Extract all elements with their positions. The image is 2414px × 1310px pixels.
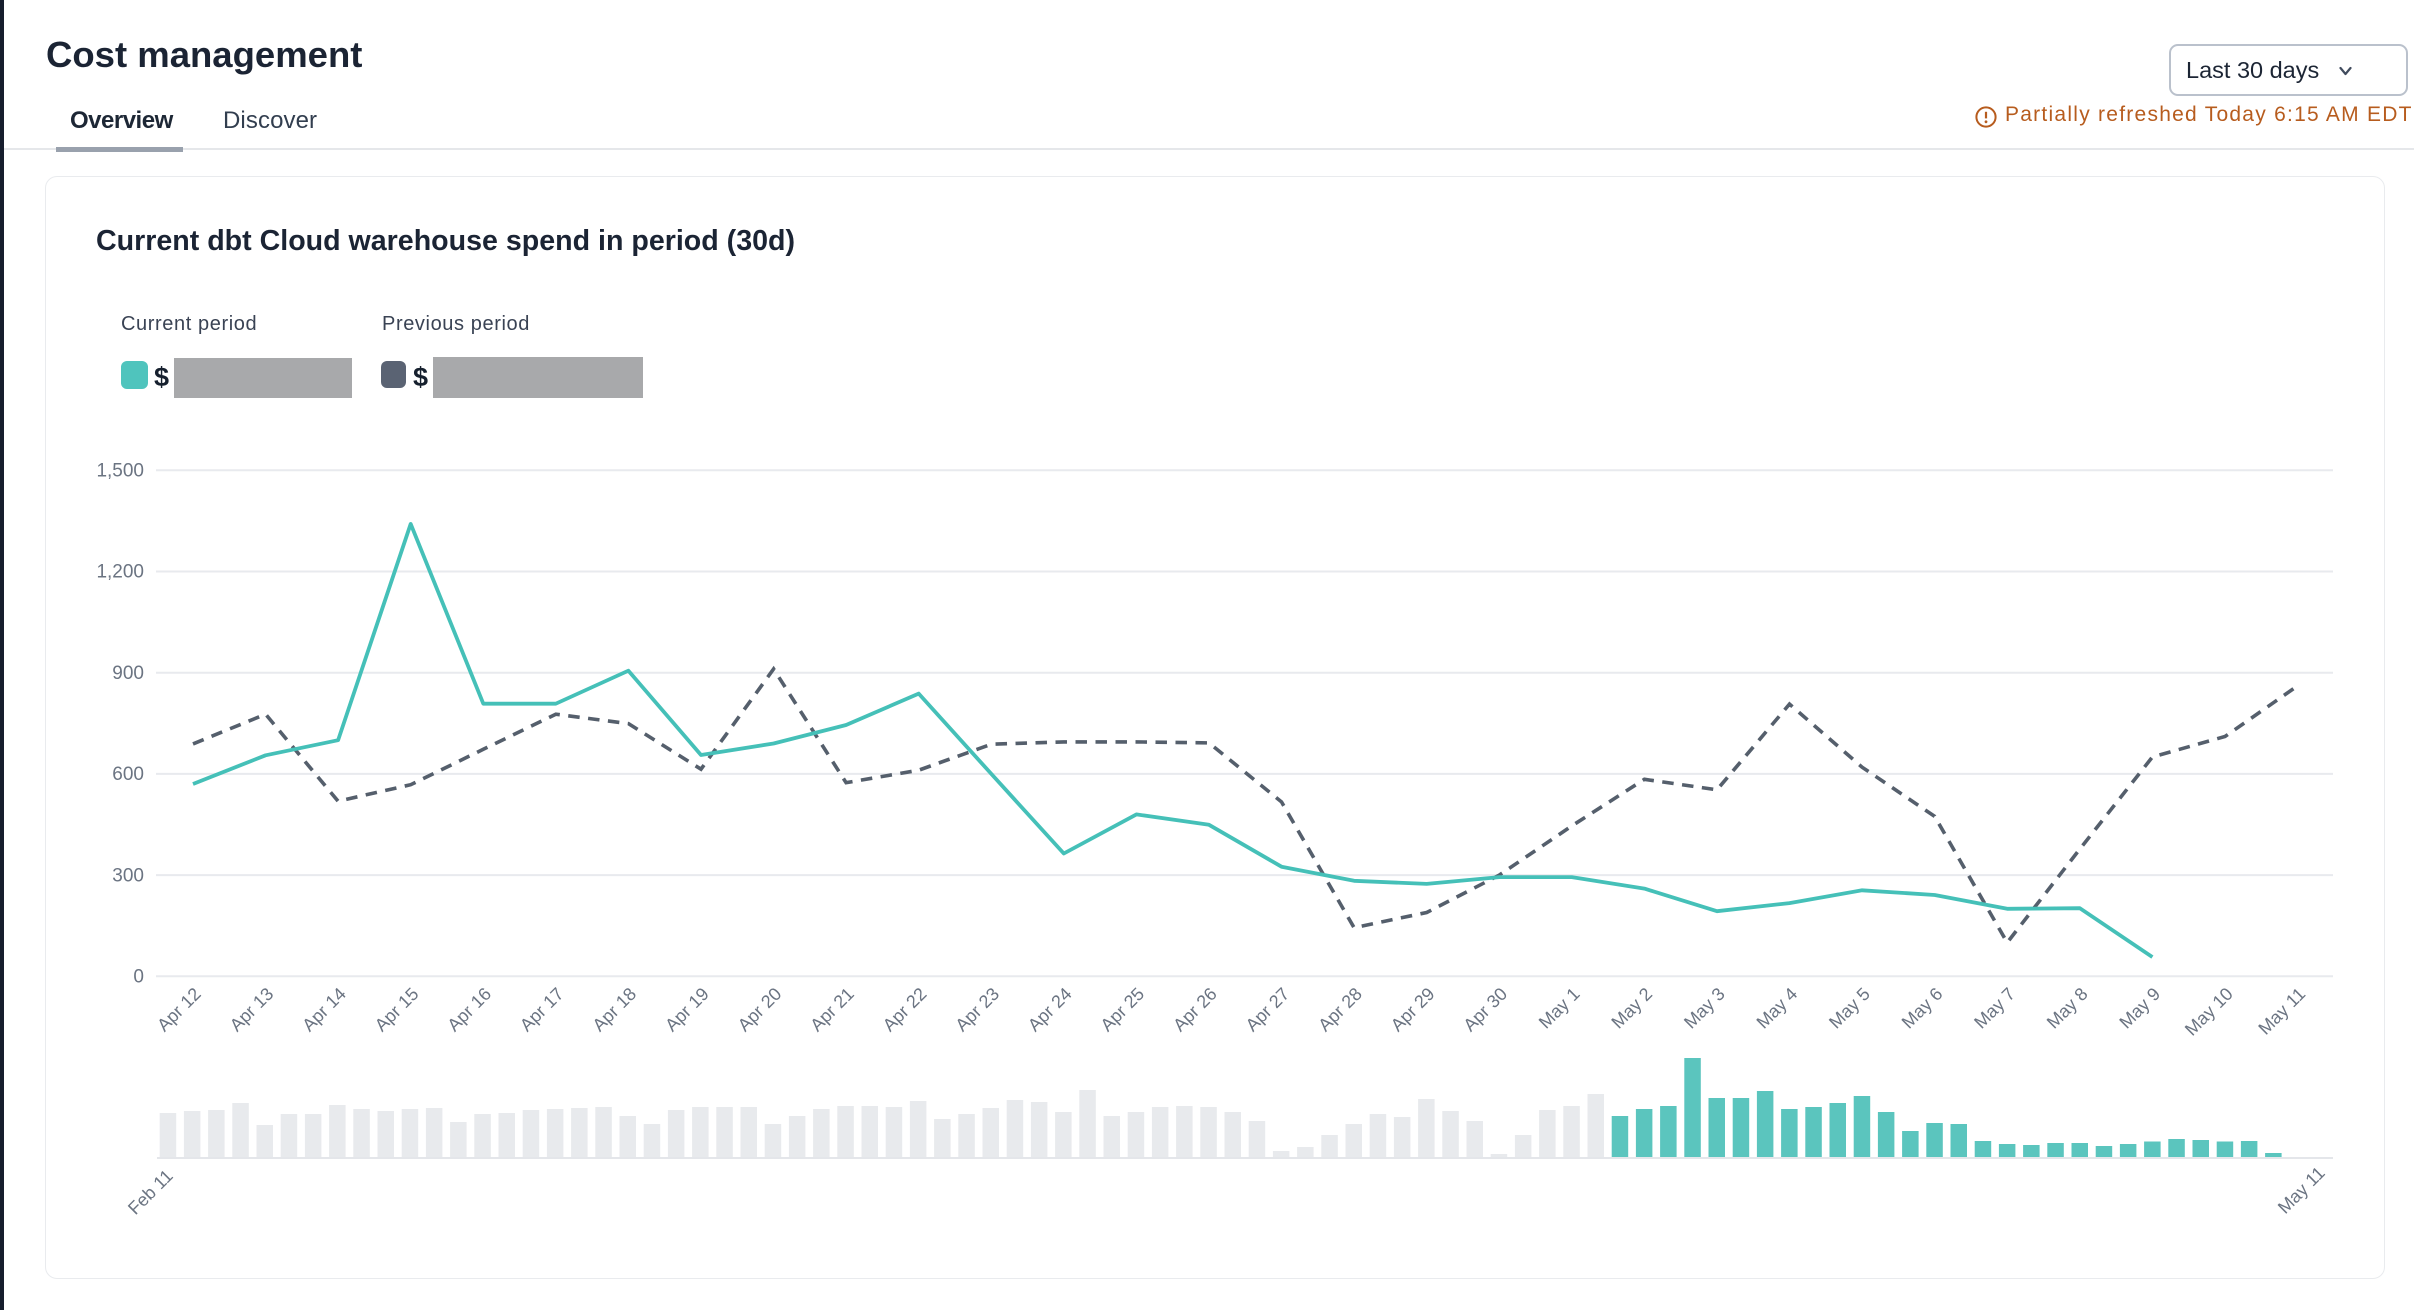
svg-text:Apr 17: Apr 17 <box>516 984 568 1036</box>
svg-text:Apr 19: Apr 19 <box>661 984 713 1036</box>
svg-text:May 11: May 11 <box>2254 984 2309 1039</box>
svg-text:May 5: May 5 <box>1825 984 1874 1033</box>
svg-text:May 1: May 1 <box>1535 984 1584 1033</box>
svg-text:May 10: May 10 <box>2181 984 2237 1040</box>
svg-text:Apr 21: Apr 21 <box>806 984 858 1036</box>
svg-text:1,500: 1,500 <box>96 461 144 482</box>
svg-text:300: 300 <box>112 865 144 886</box>
svg-text:Apr 23: Apr 23 <box>951 984 1003 1036</box>
svg-text:Apr 24: Apr 24 <box>1024 984 1076 1036</box>
svg-text:Apr 16: Apr 16 <box>443 984 495 1036</box>
svg-text:Apr 20: Apr 20 <box>734 984 786 1036</box>
svg-text:May 7: May 7 <box>1970 984 2019 1033</box>
svg-text:0: 0 <box>133 967 144 988</box>
svg-text:Apr 29: Apr 29 <box>1387 984 1439 1036</box>
svg-text:Apr 22: Apr 22 <box>879 984 931 1036</box>
svg-text:1,200: 1,200 <box>96 562 144 583</box>
svg-text:Apr 12: Apr 12 <box>153 984 205 1036</box>
svg-text:600: 600 <box>112 764 144 785</box>
svg-text:May 11: May 11 <box>2274 1163 2329 1218</box>
svg-text:May 2: May 2 <box>1607 984 1656 1033</box>
svg-text:May 9: May 9 <box>2115 984 2164 1033</box>
svg-text:Apr 30: Apr 30 <box>1459 984 1511 1036</box>
svg-text:900: 900 <box>112 663 144 684</box>
svg-text:Apr 26: Apr 26 <box>1169 984 1221 1036</box>
svg-text:Apr 28: Apr 28 <box>1314 984 1366 1036</box>
svg-text:Apr 15: Apr 15 <box>371 984 423 1036</box>
svg-text:May 6: May 6 <box>1898 984 1947 1033</box>
svg-text:Apr 27: Apr 27 <box>1242 984 1294 1036</box>
svg-text:Apr 13: Apr 13 <box>226 984 278 1036</box>
svg-text:May 4: May 4 <box>1753 984 1802 1033</box>
svg-text:Feb 11: Feb 11 <box>124 1166 177 1219</box>
svg-text:Apr 18: Apr 18 <box>589 984 641 1036</box>
svg-text:May 8: May 8 <box>2043 984 2092 1033</box>
svg-text:Apr 25: Apr 25 <box>1097 984 1149 1036</box>
svg-text:Apr 14: Apr 14 <box>298 984 350 1036</box>
svg-text:May 3: May 3 <box>1680 984 1729 1033</box>
